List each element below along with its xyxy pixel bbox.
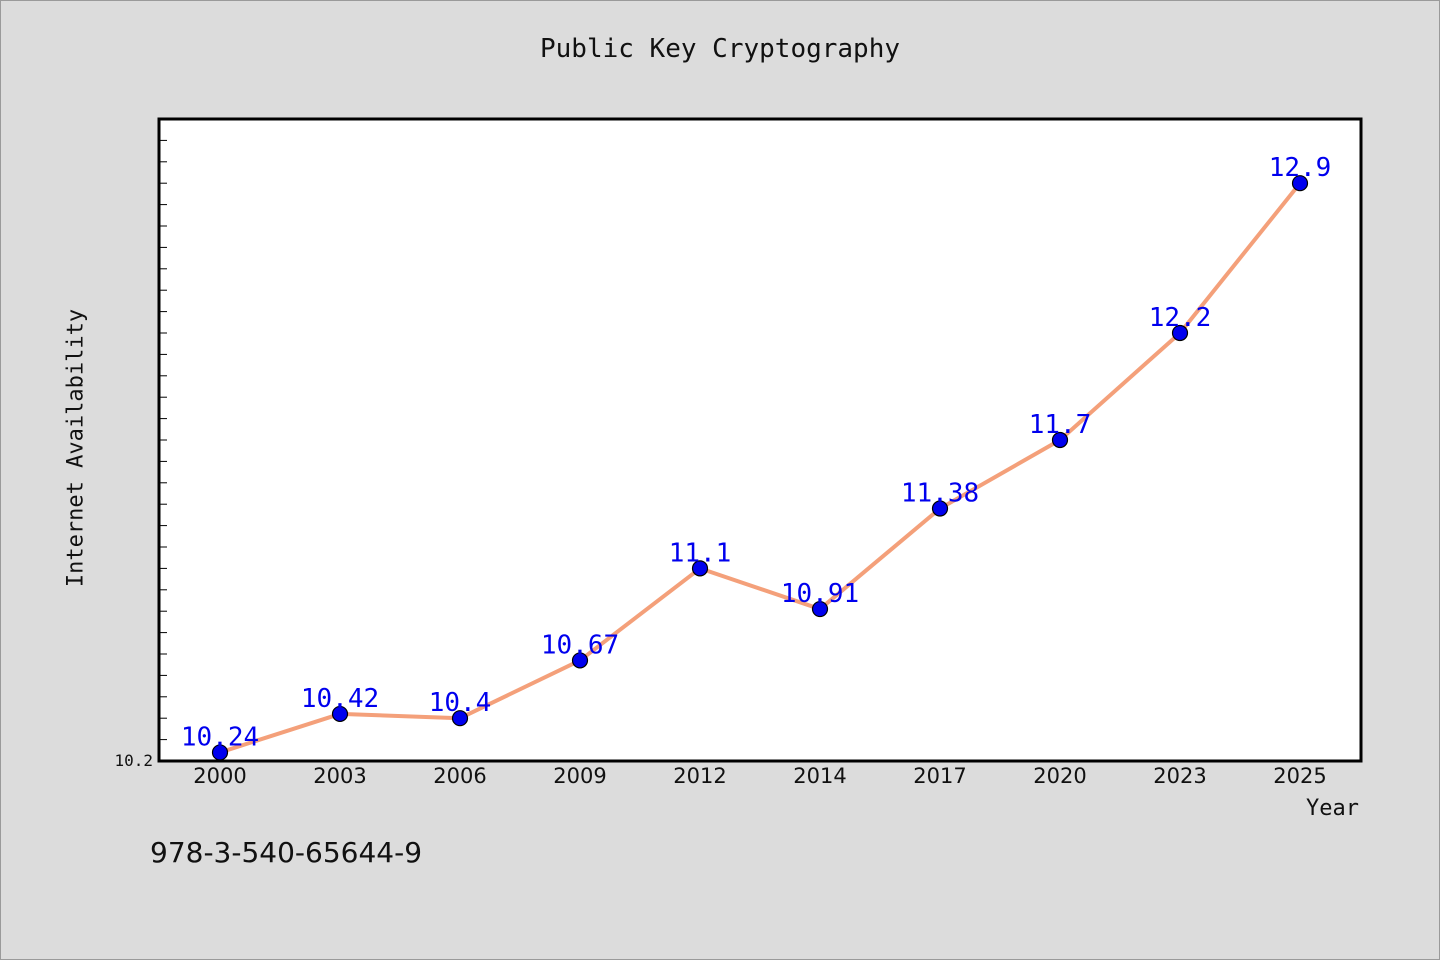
data-label: 10.91: [781, 579, 859, 609]
x-tick-label: 2009: [553, 764, 606, 788]
x-tick-label: 2025: [1273, 764, 1326, 788]
data-label: 11.7: [1029, 410, 1092, 440]
data-point: [571, 652, 589, 669]
x-tick-label: 2023: [1153, 764, 1206, 788]
data-point: [1291, 175, 1309, 192]
x-tick-label: 2020: [1033, 764, 1086, 788]
data-point: [1051, 431, 1069, 449]
data-label: 11.1: [669, 538, 732, 568]
data-label: 12.9: [1269, 153, 1332, 183]
y-axis-ticks: 10.2: [114, 139, 167, 770]
data-label: 10.24: [181, 722, 259, 752]
series-line: [219, 181, 1302, 755]
data-point: [211, 744, 229, 761]
x-tick-label: 2003: [313, 764, 366, 788]
x-tick-label: 2014: [793, 764, 846, 788]
series-layer: [211, 175, 1309, 761]
x-tick-label: 2017: [913, 764, 966, 788]
x-tick-label: 2006: [433, 764, 486, 788]
x-axis-ticks: 2000 2003 2006 2009 2012 2014 2017 2020 2023 2025: [193, 764, 1326, 788]
data-point: [1171, 324, 1189, 342]
plot-area: [157, 117, 1363, 763]
x-axis-label: Year: [1306, 796, 1359, 821]
data-label: 11.38: [901, 478, 979, 508]
x-tick-label: 2000: [193, 764, 246, 788]
data-label: 10.4: [429, 688, 492, 718]
data-label: 10.67: [541, 630, 619, 660]
isbn-footer-text: 978-3-540-65644-9: [150, 836, 423, 869]
x-tick-label: 2012: [673, 764, 726, 788]
data-point: [691, 560, 709, 577]
data-point: [931, 500, 949, 517]
data-label: 12.2: [1149, 303, 1212, 333]
data-point: [331, 705, 349, 723]
data-point: [451, 710, 469, 727]
data-label: 10.42: [301, 684, 379, 714]
chart-title: Public Key Cryptography: [539, 34, 901, 64]
data-point: [811, 600, 829, 618]
y-tick-label: 10.2: [114, 751, 153, 770]
data-label-layer: 10.24 10.42 10.4 10.67 11.1 10.91 11.38 11.7 12.…: [181, 153, 1331, 752]
